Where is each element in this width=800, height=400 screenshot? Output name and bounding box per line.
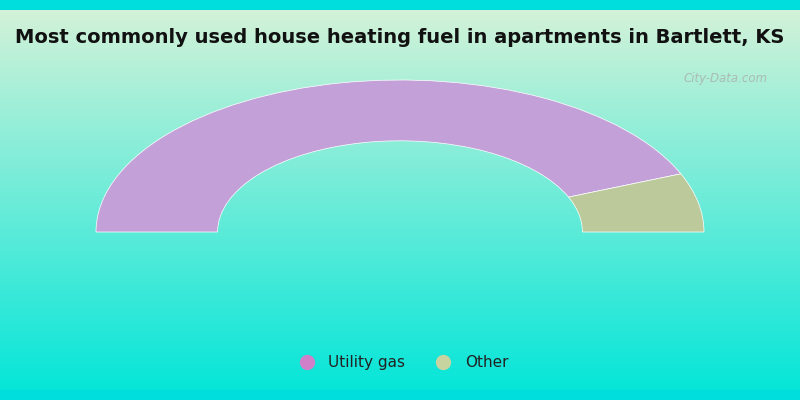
Bar xyxy=(0,0,800,10)
Legend: Utility gas, Other: Utility gas, Other xyxy=(286,349,514,376)
Text: Most commonly used house heating fuel in apartments in Bartlett, KS: Most commonly used house heating fuel in… xyxy=(15,28,785,47)
Text: City-Data.com: City-Data.com xyxy=(684,72,768,85)
Bar xyxy=(0,390,800,400)
Wedge shape xyxy=(569,174,704,232)
Wedge shape xyxy=(96,80,681,232)
